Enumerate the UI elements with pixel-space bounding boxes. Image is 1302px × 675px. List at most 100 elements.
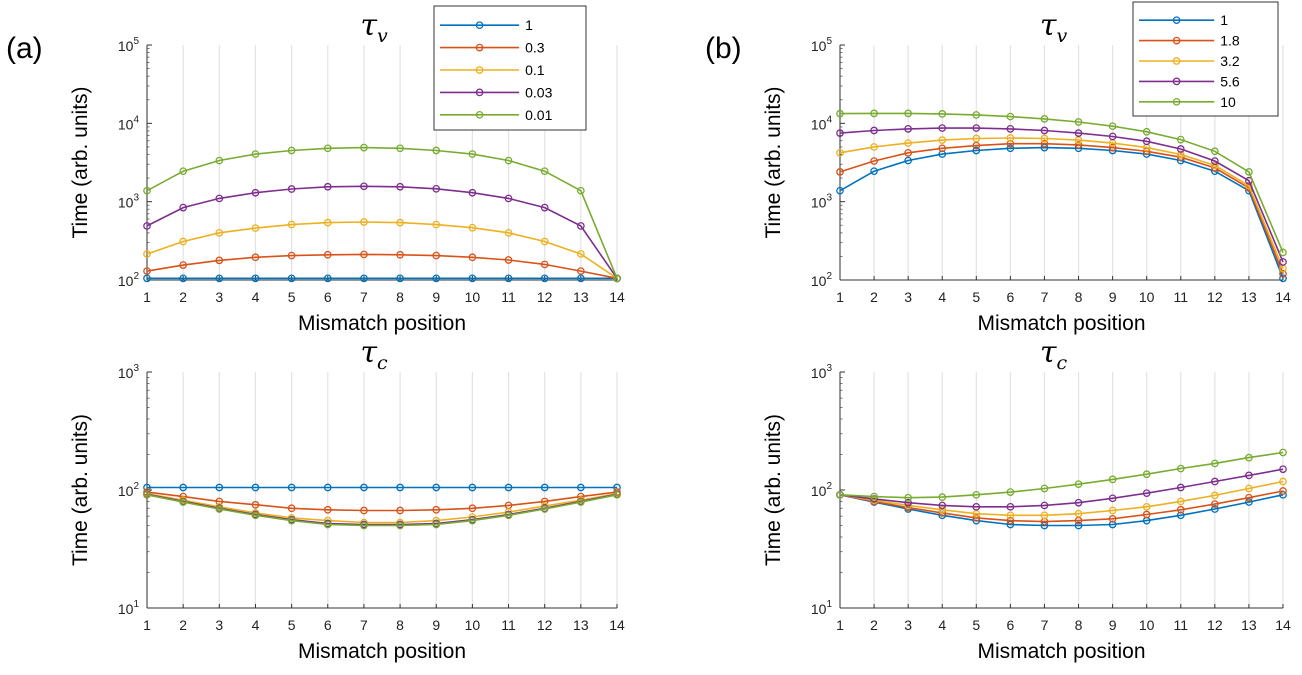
data-point	[504, 511, 513, 520]
y-tick-label: 105	[118, 36, 140, 54]
data-point	[287, 185, 296, 193]
data-point	[432, 184, 441, 193]
series-line	[839, 490, 1284, 523]
data-point	[938, 124, 947, 132]
data-point	[396, 483, 404, 492]
data-point	[179, 274, 188, 283]
data-point	[215, 156, 224, 165]
data-point	[1006, 488, 1015, 496]
data-point	[1074, 521, 1083, 530]
data-point	[972, 490, 981, 499]
y-tick-label: 102	[811, 481, 833, 499]
data-point	[904, 498, 913, 507]
data-point	[972, 111, 981, 119]
x-tick-label: 3	[215, 289, 223, 305]
data-point	[870, 126, 878, 135]
data-point	[1074, 129, 1083, 137]
data-point	[836, 168, 844, 176]
chart-title: τc	[360, 335, 388, 374]
data-point	[1108, 132, 1117, 141]
chart-title: τv	[360, 8, 388, 47]
x-tick-label: 1	[836, 617, 844, 633]
series-line	[839, 451, 1284, 499]
data-point	[396, 250, 404, 259]
data-point	[287, 483, 296, 492]
x-tick-label: 11	[501, 289, 516, 305]
data-point	[1176, 145, 1185, 153]
data-point	[938, 136, 947, 144]
x-tick-label: 13	[1241, 617, 1257, 633]
series-line	[839, 468, 1284, 508]
data-point	[1142, 137, 1151, 146]
x-tick-label: 5	[972, 617, 980, 633]
data-point	[468, 504, 477, 513]
data-point	[504, 194, 513, 203]
data-point	[287, 146, 296, 155]
data-point	[1074, 141, 1083, 149]
data-point	[432, 520, 441, 529]
data-point	[1108, 143, 1117, 152]
data-point	[1210, 161, 1219, 170]
legend-marker	[475, 110, 484, 119]
data-point	[323, 144, 332, 153]
data-point	[251, 224, 260, 232]
data-point	[1040, 134, 1049, 143]
data-point	[396, 506, 404, 515]
data-point	[1142, 470, 1151, 479]
data-point	[504, 483, 513, 492]
x-tick-label: 8	[1075, 289, 1083, 305]
y-tick-label: 102	[118, 481, 140, 499]
data-point	[1142, 510, 1151, 519]
x-tick-label: 12	[537, 617, 553, 633]
x-tick-label: 9	[1109, 289, 1117, 305]
x-tick-label: 1	[836, 289, 844, 305]
data-point	[251, 500, 260, 509]
y-tick-label: 103	[811, 193, 833, 211]
data-point	[1210, 157, 1219, 165]
data-point	[1176, 505, 1185, 514]
y-axis-label: Time (arb. units)	[69, 86, 92, 238]
data-point	[540, 274, 549, 283]
data-point	[1006, 125, 1015, 133]
data-point	[215, 505, 224, 513]
legend-marker	[475, 88, 484, 97]
x-tick-label: 5	[972, 289, 980, 305]
x-tick-label: 11	[1173, 289, 1188, 305]
data-point	[1210, 147, 1219, 156]
chart-b-tau-v: 1 2 3 4 5 6 7 8 9 10 11 12 13 14102103104105Mismatch …	[705, 1, 1291, 335]
data-point	[251, 274, 260, 283]
data-point	[870, 167, 878, 176]
data-point	[143, 490, 151, 499]
data-point	[904, 109, 913, 118]
x-tick-label: 10	[465, 617, 481, 633]
data-point	[1245, 471, 1253, 480]
data-point	[251, 483, 260, 492]
series-line	[146, 492, 618, 524]
data-point	[143, 222, 151, 230]
data-point	[323, 250, 332, 259]
data-point	[1142, 127, 1151, 136]
panel-label: (b)	[705, 32, 742, 65]
data-point	[938, 110, 947, 118]
legend-marker	[475, 66, 484, 74]
data-point	[1279, 477, 1287, 486]
chart-title: τv	[1040, 8, 1068, 47]
data-point	[836, 490, 844, 499]
data-point	[1108, 475, 1117, 484]
x-tick-label: 9	[1109, 617, 1117, 633]
x-axis-label: Mismatch position	[298, 312, 466, 335]
data-point	[287, 274, 296, 283]
data-point	[1176, 464, 1185, 473]
series-line	[146, 185, 618, 279]
data-point	[904, 139, 913, 147]
data-point	[179, 203, 188, 212]
x-tick-label: 12	[537, 289, 553, 305]
data-point	[972, 146, 981, 155]
x-tick-label: 4	[252, 289, 260, 305]
data-point	[215, 194, 224, 203]
x-tick-label: 13	[573, 289, 589, 305]
data-point	[179, 237, 188, 246]
x-tick-label: 6	[1006, 617, 1014, 633]
data-point	[179, 498, 188, 506]
data-point	[870, 143, 878, 151]
